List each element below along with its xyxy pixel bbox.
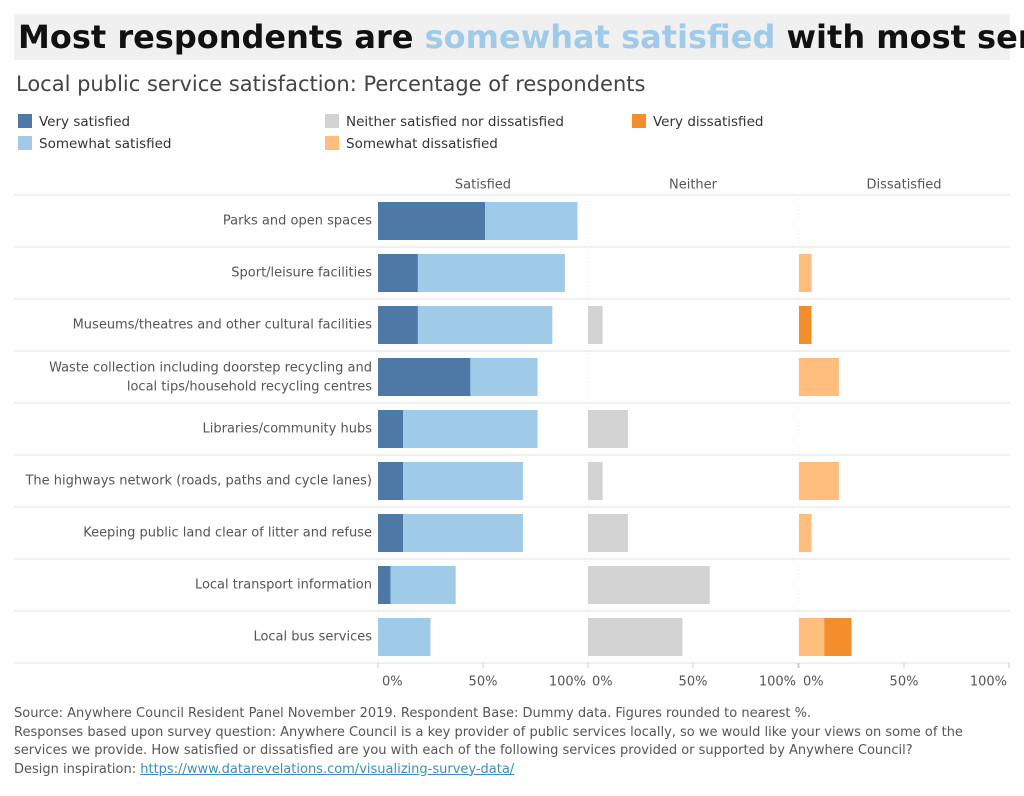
bar — [378, 202, 486, 240]
bar — [378, 410, 404, 448]
inspiration-label: Design inspiration: — [14, 761, 141, 777]
category-label: Libraries/community hubs — [203, 422, 373, 437]
legend-label: Neither satisfied nor dissatisfied — [346, 114, 564, 130]
bar — [378, 566, 391, 604]
bar — [378, 462, 404, 500]
bar — [799, 514, 812, 552]
chart: Most respondents are somewhat satisfied … — [14, 14, 1024, 690]
bar — [588, 306, 603, 344]
bar — [799, 306, 812, 344]
x-tick-label: 50% — [890, 675, 919, 690]
bar — [378, 254, 418, 292]
title-part: Most respondents are — [18, 18, 425, 56]
category-label: Local transport information — [195, 578, 372, 593]
panel-header: Neither — [669, 178, 718, 193]
bar — [403, 462, 523, 500]
category-label: Local bus services — [253, 630, 372, 645]
inspiration-link[interactable]: https://www.datarevelations.com/visualiz… — [140, 761, 515, 777]
legend-label: Very satisfied — [39, 114, 130, 130]
chart-subtitle: Local public service satisfaction: Perce… — [16, 72, 645, 96]
bar — [799, 618, 825, 656]
bar — [588, 618, 683, 656]
bar — [378, 514, 404, 552]
x-tick-label: 50% — [469, 675, 498, 690]
legend-swatch — [18, 136, 32, 150]
category-label: Museums/theatres and other cultural faci… — [73, 318, 373, 333]
bar — [588, 566, 710, 604]
bar — [378, 618, 431, 656]
legend-label: Somewhat dissatisfied — [346, 136, 498, 152]
bar — [390, 566, 456, 604]
footer: Source: Anywhere Council Resident Panel … — [14, 705, 1004, 779]
bar — [799, 254, 812, 292]
x-tick-label: 50% — [679, 675, 708, 690]
category-label: Sport/leisure facilities — [231, 266, 372, 281]
category-label: Parks and open spaces — [223, 214, 372, 229]
legend-swatch — [18, 114, 32, 128]
legend-swatch — [325, 114, 339, 128]
question-note: Responses based upon survey question: An… — [14, 724, 963, 759]
inspiration-note: Design inspiration: https://www.datareve… — [14, 761, 1004, 780]
title-bar — [14, 14, 1010, 60]
bar — [588, 462, 603, 500]
legend-swatch — [632, 114, 646, 128]
legend-label: Somewhat satisfied — [39, 136, 172, 152]
x-tick-label: 100% — [549, 675, 586, 690]
bar — [403, 514, 523, 552]
bar — [378, 358, 471, 396]
source-note: Source: Anywhere Council Resident Panel … — [14, 706, 812, 721]
chart-title: Most respondents are somewhat satisfied … — [18, 18, 1024, 56]
bar — [417, 254, 565, 292]
bar — [403, 410, 538, 448]
bar — [470, 358, 538, 396]
panel-header: Satisfied — [455, 178, 511, 193]
bar — [485, 202, 578, 240]
title-highlight: somewhat satisfied — [425, 18, 776, 56]
bar — [824, 618, 852, 656]
x-tick-label: 0% — [592, 675, 613, 690]
title-part: with most services — [775, 18, 1024, 56]
panel-header: Dissatisfied — [866, 178, 941, 193]
x-tick-label: 0% — [382, 675, 403, 690]
legend-swatch — [325, 136, 339, 150]
x-tick-label: 100% — [970, 675, 1007, 690]
x-tick-label: 0% — [803, 675, 824, 690]
bar — [799, 358, 839, 396]
bar — [378, 306, 418, 344]
bar — [588, 410, 628, 448]
x-tick-label: 100% — [759, 675, 796, 690]
bar — [588, 514, 628, 552]
category-label: Keeping public land clear of litter and … — [83, 526, 372, 541]
bar — [417, 306, 553, 344]
category-label: The highways network (roads, paths and c… — [24, 474, 372, 489]
legend-label: Very dissatisfied — [653, 114, 763, 130]
bar — [799, 462, 839, 500]
category-label: Waste collection including doorstep recy… — [49, 360, 372, 394]
